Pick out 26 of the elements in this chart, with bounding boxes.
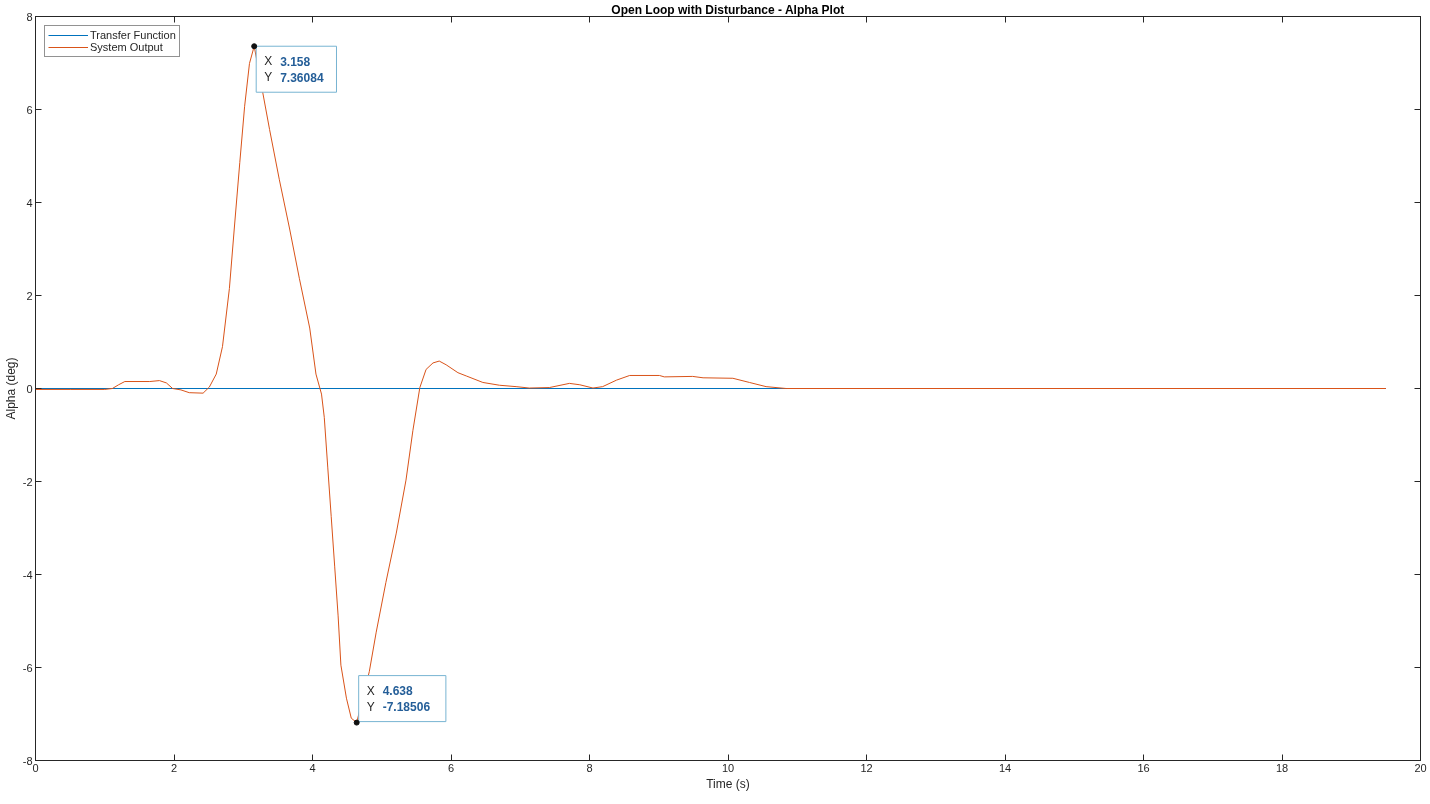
annotation: X 4.638 Y -7.18506 [366, 683, 431, 715]
y-axis-title: Alpha (deg) [3, 357, 18, 420]
legend-label: System Output [90, 41, 163, 53]
y-tick-label: -6 [22, 661, 33, 674]
x-tick-label: 18 [1275, 761, 1289, 774]
y-tick-label: -8 [22, 754, 33, 767]
x-tick-label: 2 [170, 761, 178, 774]
y-tick-label: 8 [26, 10, 33, 23]
x-tick-label: 4 [309, 761, 316, 774]
x-tick-label: 6 [447, 761, 455, 774]
x-tick-label: 12 [860, 761, 873, 774]
chart-title: Open Loop with Disturbance - Alpha Plot [611, 2, 845, 17]
x-tick-label: 20 [1414, 761, 1427, 774]
x-axis-title: Time (s) [706, 776, 750, 791]
x-tick-label: 14 [998, 761, 1012, 774]
y-tick-label: -2 [22, 475, 33, 488]
y-tick-label: 2 [26, 289, 33, 302]
y-tick-label: 0 [26, 382, 33, 395]
x-tick-label: 16 [1137, 761, 1150, 774]
annotation: X 3.158 Y 7.36084 [264, 54, 324, 85]
y-tick-label: 4 [26, 196, 33, 209]
legend-label: Transfer Function [90, 29, 176, 41]
y-tick-label: -4 [22, 568, 33, 581]
x-tick-label: 10 [721, 761, 735, 774]
x-tick-label: 8 [586, 761, 593, 774]
y-tick-label: 6 [26, 103, 33, 116]
